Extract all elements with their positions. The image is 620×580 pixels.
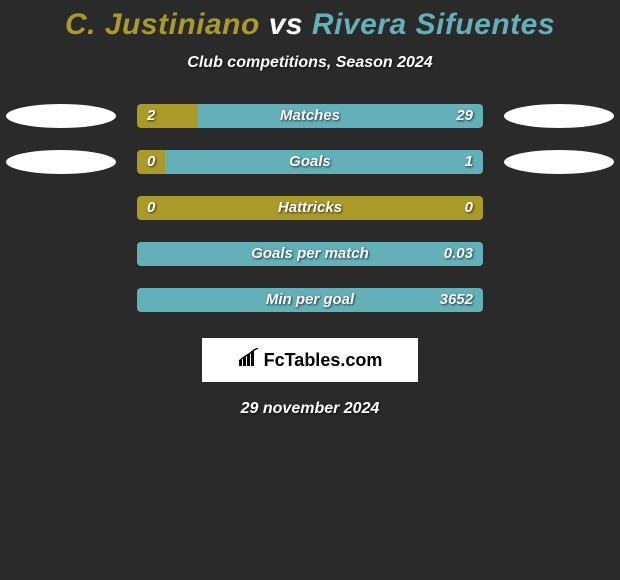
stat-row: Min per goal3652 xyxy=(0,288,620,312)
vs-text: vs xyxy=(269,8,303,41)
logo-text: FcTables.com xyxy=(264,350,383,371)
stat-right-value: 1 xyxy=(465,150,473,174)
stat-bar: Goals per match0.03 xyxy=(137,242,483,266)
stat-label: Hattricks xyxy=(137,196,483,220)
stat-row: Goals per match0.03 xyxy=(0,242,620,266)
page-title: C. Justiniano vs Rivera Sifuentes xyxy=(0,0,620,42)
stat-label: Goals per match xyxy=(137,242,483,266)
player1-oval xyxy=(6,104,116,128)
player2-oval xyxy=(504,150,614,174)
stat-row: 2Matches29 xyxy=(0,104,620,128)
stat-right-value: 0 xyxy=(465,196,473,220)
logo-box: FcTables.com xyxy=(202,338,418,382)
stat-bar: Min per goal3652 xyxy=(137,288,483,312)
player2-oval xyxy=(504,104,614,128)
subtitle: Club competitions, Season 2024 xyxy=(0,54,620,72)
stat-bar: 0Hattricks0 xyxy=(137,196,483,220)
stat-row: 0Hattricks0 xyxy=(0,196,620,220)
stat-bar: 0Goals1 xyxy=(137,150,483,174)
player1-name: C. Justiniano xyxy=(65,8,260,41)
stat-right-value: 0.03 xyxy=(444,242,473,266)
stat-right-value: 29 xyxy=(456,104,473,128)
date-text: 29 november 2024 xyxy=(0,400,620,418)
stat-label: Matches xyxy=(137,104,483,128)
player1-oval xyxy=(6,150,116,174)
player2-name: Rivera Sifuentes xyxy=(312,8,555,41)
stats-area: 2Matches290Goals10Hattricks0Goals per ma… xyxy=(0,104,620,312)
stat-row: 0Goals1 xyxy=(0,150,620,174)
stat-right-value: 3652 xyxy=(440,288,473,312)
stat-label: Min per goal xyxy=(137,288,483,312)
bar-chart-icon xyxy=(238,348,260,373)
stat-bar: 2Matches29 xyxy=(137,104,483,128)
stat-label: Goals xyxy=(137,150,483,174)
